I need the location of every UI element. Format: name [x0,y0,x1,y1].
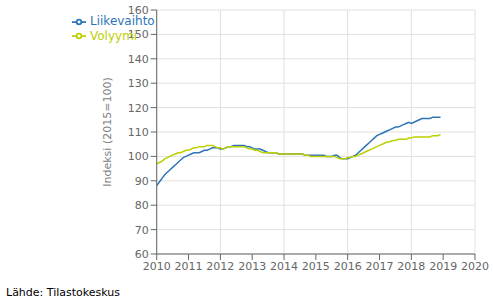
svg-text:2020: 2020 [461,260,485,273]
svg-text:80: 80 [135,199,149,212]
svg-text:2018: 2018 [397,260,425,273]
svg-text:2011: 2011 [175,260,203,273]
svg-text:2015: 2015 [302,260,330,273]
svg-text:60: 60 [135,248,149,261]
svg-text:150: 150 [128,28,149,41]
svg-text:2019: 2019 [429,260,457,273]
svg-text:90: 90 [135,175,149,188]
svg-text:110: 110 [128,126,149,139]
svg-text:2010: 2010 [143,260,171,273]
svg-text:2012: 2012 [206,260,234,273]
svg-text:120: 120 [128,102,149,115]
svg-text:2014: 2014 [270,260,298,273]
svg-text:2016: 2016 [334,260,362,273]
svg-text:Indeksi (2015=100): Indeksi (2015=100) [101,77,114,186]
svg-text:160: 160 [128,4,149,17]
svg-text:140: 140 [128,53,149,66]
svg-text:2017: 2017 [366,260,394,273]
svg-text:70: 70 [135,224,149,237]
svg-text:2013: 2013 [238,260,266,273]
svg-text:130: 130 [128,77,149,90]
svg-text:100: 100 [128,150,149,163]
